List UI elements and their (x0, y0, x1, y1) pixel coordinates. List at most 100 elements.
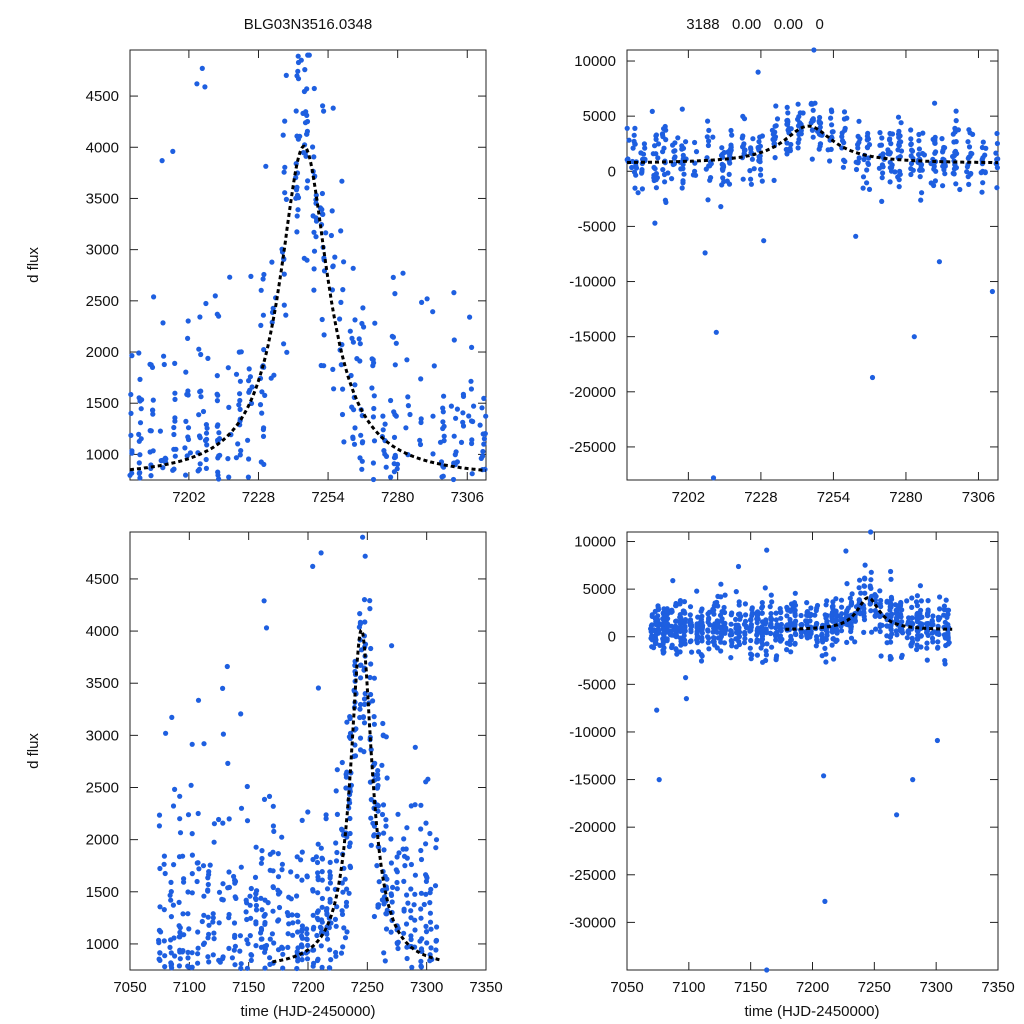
data-point (293, 187, 300, 193)
data-point (733, 616, 739, 622)
data-point (772, 123, 778, 129)
data-point (941, 606, 947, 613)
data-point (176, 963, 182, 969)
data-point (205, 954, 211, 960)
data-point (440, 473, 446, 479)
data-point (451, 433, 457, 439)
data-point (171, 424, 177, 431)
y-tick-label: 0 (608, 629, 616, 646)
data-point (340, 386, 346, 392)
data-point (839, 138, 846, 144)
data-point (423, 891, 429, 897)
data-point (408, 803, 414, 809)
data-point (918, 197, 924, 203)
data-point (841, 157, 847, 163)
data-point (742, 636, 748, 642)
y-tick-label: 2500 (86, 780, 119, 797)
data-point (339, 411, 346, 418)
data-point (669, 642, 675, 648)
data-point (841, 109, 848, 115)
data-point (388, 891, 394, 897)
data-point (430, 413, 436, 419)
data-point (729, 132, 735, 138)
data-point (294, 893, 300, 899)
data-point (733, 644, 739, 650)
y-tick-label: 4000 (86, 623, 119, 640)
x-tick-label: 7300 (919, 979, 952, 996)
data-point (430, 451, 436, 457)
data-point (674, 633, 680, 639)
data-point (718, 648, 724, 654)
data-point (908, 166, 914, 172)
y-tick-label: -15000 (569, 329, 616, 346)
data-point (425, 776, 431, 782)
data-point (260, 433, 267, 439)
data-point (334, 849, 340, 856)
data-point (878, 653, 884, 659)
data-point (233, 371, 240, 377)
data-point (374, 785, 380, 791)
data-point (371, 675, 377, 681)
data-point (333, 858, 340, 864)
data-point (392, 291, 398, 297)
data-point (205, 881, 211, 888)
data-point (736, 638, 742, 645)
data-point (795, 145, 801, 151)
data-point (285, 931, 291, 937)
data-point (681, 171, 687, 177)
data-point (324, 911, 330, 918)
data-point (453, 415, 459, 421)
data-point (388, 474, 394, 480)
data-point (726, 181, 733, 187)
data-point (372, 320, 378, 326)
data-point (362, 701, 368, 707)
data-point (798, 612, 804, 619)
data-point (864, 133, 870, 139)
data-point (128, 432, 134, 438)
data-point (311, 266, 317, 272)
data-point (931, 166, 937, 172)
data-point (304, 118, 311, 125)
data-point (217, 959, 223, 965)
data-point (710, 635, 717, 641)
y-tick-label: -10000 (569, 724, 616, 741)
data-point (216, 313, 222, 319)
panel-top-right: 7202 7228 7254 7280 7306 10000 5000 0 -5000 -1000… (569, 16, 1001, 506)
data-point (792, 611, 798, 617)
data-point (183, 472, 189, 478)
data-point (185, 335, 191, 341)
data-point (304, 956, 311, 962)
data-point (648, 635, 654, 641)
data-point (749, 156, 755, 162)
data-point (736, 633, 742, 639)
data-point (918, 162, 925, 168)
data-point (880, 151, 886, 157)
data-points (648, 529, 952, 973)
data-point (168, 963, 174, 969)
data-point (774, 653, 780, 659)
data-point (262, 965, 268, 971)
data-point (653, 621, 659, 627)
data-point (955, 127, 961, 133)
data-point (321, 108, 327, 114)
data-point (285, 944, 291, 950)
data-point (196, 466, 202, 472)
data-point (639, 186, 645, 192)
data-point (838, 597, 845, 603)
data-point (433, 947, 439, 953)
data-point (201, 912, 207, 918)
data-point (330, 263, 336, 269)
data-point (660, 134, 666, 140)
data-point (808, 605, 814, 611)
data-point (225, 760, 231, 766)
data-point (466, 413, 472, 419)
data-point (317, 924, 323, 930)
data-point (758, 166, 764, 172)
data-point (953, 108, 959, 114)
data-point (896, 139, 902, 145)
x-axis-label: time (HJD-2450000) (240, 1003, 375, 1020)
data-point (350, 339, 356, 345)
data-point (204, 436, 210, 442)
data-point (409, 964, 415, 970)
data-point (792, 590, 798, 596)
